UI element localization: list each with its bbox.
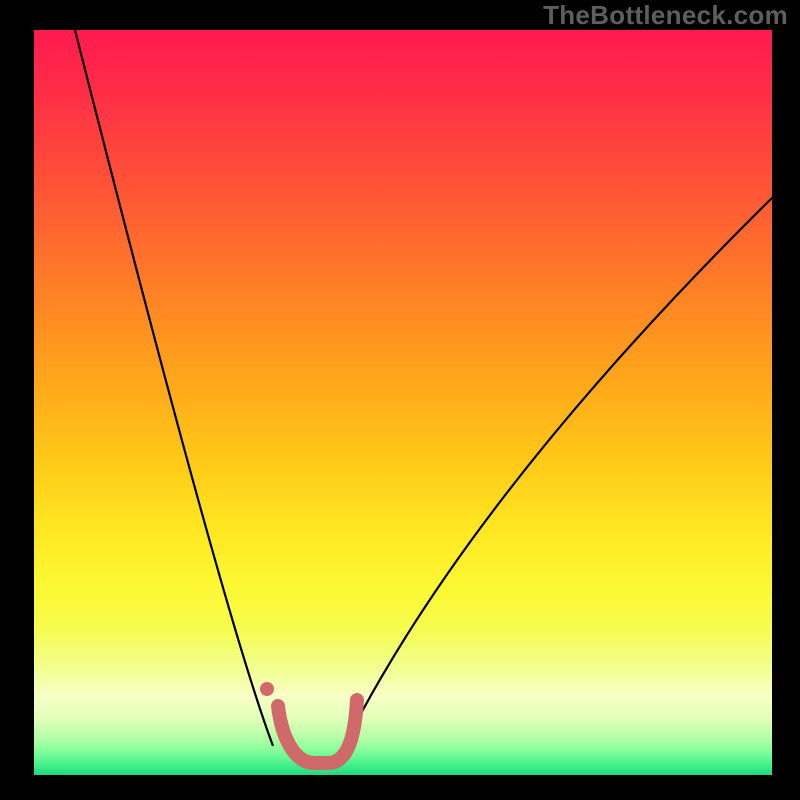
watermark-text: TheBottleneck.com (543, 0, 788, 31)
bottom-dot-mark (260, 682, 274, 696)
plot-background (34, 30, 772, 775)
chart-container: { "watermark": { "text": "TheBottleneck.… (0, 0, 800, 800)
chart-svg (0, 0, 800, 800)
